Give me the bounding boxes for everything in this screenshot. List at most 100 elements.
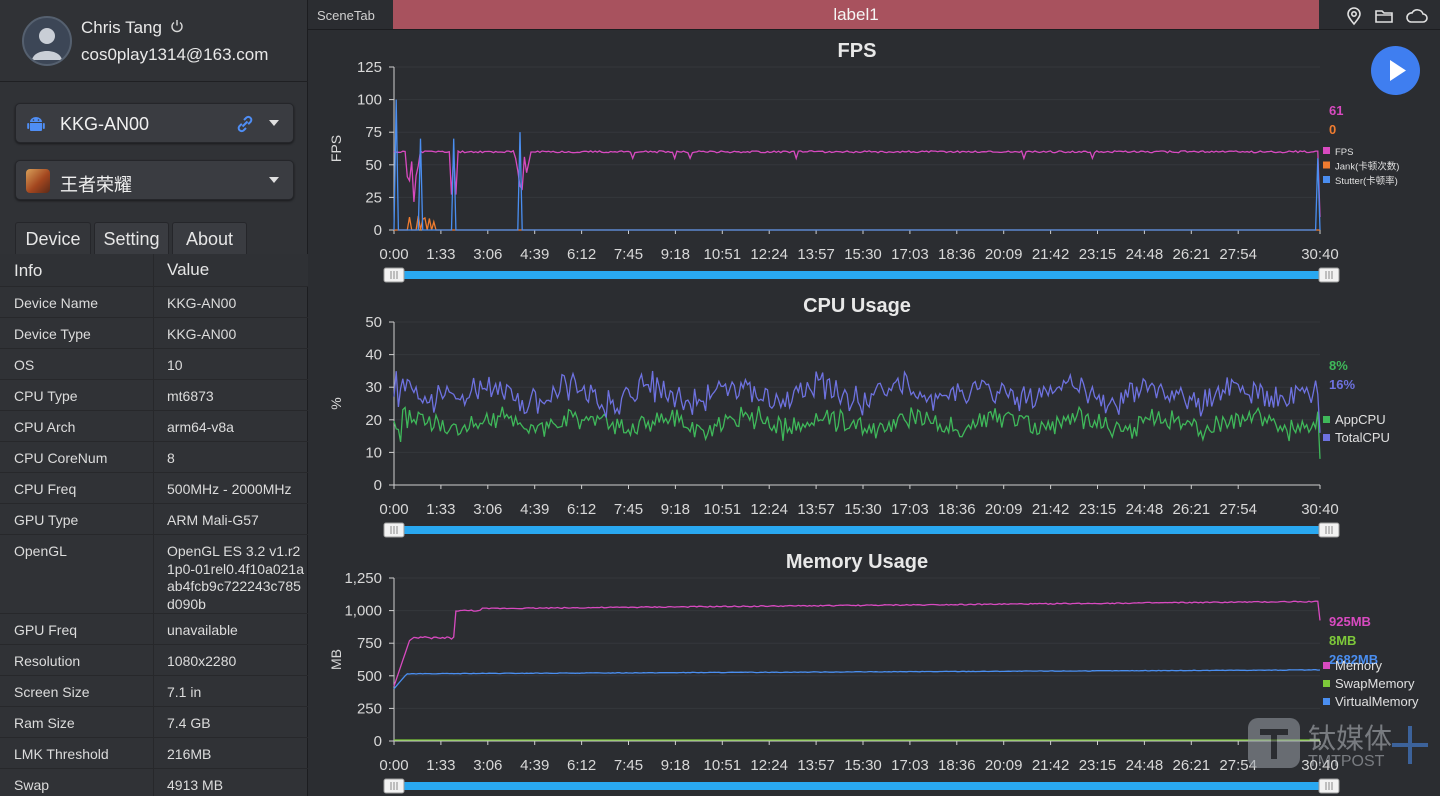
x-tick-label: 9:18 <box>661 501 690 518</box>
range-slider-track[interactable] <box>392 526 1330 534</box>
series-line-memory <box>393 600 1321 687</box>
x-tick-label: 26:21 <box>1173 757 1211 774</box>
table-row: LMK Threshold 216MB <box>0 738 308 769</box>
tab-setting[interactable]: Setting <box>94 222 169 254</box>
series-line-fps <box>393 149 1321 218</box>
legend-entry[interactable]: Stutter(卡顿率) <box>1335 175 1398 187</box>
series-line-stutter <box>393 99 1321 231</box>
x-tick-label: 27:54 <box>1219 501 1257 518</box>
current-value: 0 <box>1329 122 1336 137</box>
charts-panel: FPS FPS 0 25 50 75 100 125 0:00 1:33 3:06 4:39 6:12 7… <box>308 31 1440 796</box>
device-select[interactable]: KKG-AN00 <box>15 103 294 143</box>
current-value: 2682MB <box>1329 652 1378 667</box>
y-tick-label: 500 <box>357 668 382 685</box>
x-tick-label: 21:42 <box>1032 757 1070 774</box>
y-tick-label: 250 <box>357 700 382 717</box>
location-icon[interactable] <box>1344 6 1364 26</box>
y-tick-label: 0 <box>374 733 382 750</box>
series-line-jank <box>394 215 1320 231</box>
x-tick-label: 10:51 <box>704 501 742 518</box>
table-row: GPU Type ARM Mali-G57 <box>0 504 308 535</box>
info-key: Device Name <box>14 295 99 311</box>
x-tick-label: 21:42 <box>1032 501 1070 518</box>
chart-title: Memory Usage <box>786 551 928 573</box>
scene-label-bar[interactable]: label1 <box>393 0 1319 29</box>
legend-swatch <box>1323 161 1330 169</box>
sidebar: Chris Tang cos0play1314@163.com KKG-AN00… <box>0 0 308 796</box>
table-row: OS 10 <box>0 349 308 380</box>
x-tick-label: 18:36 <box>938 501 976 518</box>
info-key: OS <box>14 357 35 373</box>
x-tick-label: 4:39 <box>520 757 549 774</box>
power-icon[interactable] <box>170 19 184 33</box>
watermark-subtext: TMTPOST <box>1308 753 1385 770</box>
y-tick-label: 1,000 <box>344 603 382 620</box>
y-tick-label: 0 <box>374 222 382 239</box>
x-tick-label: 27:54 <box>1219 757 1257 774</box>
chart-1: CPU Usage% 0 10 20 30 40 50 0:00 1:33 3:06 4:39 6:1… <box>328 295 1390 538</box>
y-tick-label: 30 <box>365 379 382 396</box>
x-tick-label: 12:24 <box>750 246 788 263</box>
info-key: LMK Threshold <box>14 746 109 762</box>
x-tick-label: 24:48 <box>1126 501 1164 518</box>
y-tick-label: 50 <box>365 157 382 174</box>
device-select-label: KKG-AN00 <box>60 114 150 134</box>
x-tick-label: 9:18 <box>661 246 690 263</box>
legend-entry[interactable]: AppCPU <box>1335 412 1386 427</box>
game-icon <box>26 169 50 193</box>
x-tick-label: 27:54 <box>1219 246 1257 263</box>
x-tick-label: 3:06 <box>473 757 502 774</box>
x-tick-label: 21:42 <box>1032 246 1070 263</box>
table-row: GPU Freq unavailable <box>0 614 308 645</box>
link-icon[interactable] <box>235 114 255 134</box>
legend-entry[interactable]: TotalCPU <box>1335 430 1390 445</box>
tab-device[interactable]: Device <box>15 222 91 254</box>
x-tick-label: 12:24 <box>750 757 788 774</box>
range-slider-track[interactable] <box>392 271 1330 279</box>
info-key: Screen Size <box>14 684 90 700</box>
table-row: Swap 4913 MB <box>0 769 308 796</box>
user-email: cos0play1314@163.com <box>81 45 269 64</box>
user-panel: Chris Tang cos0play1314@163.com <box>0 0 308 82</box>
folder-icon[interactable] <box>1374 6 1394 26</box>
user-name: Chris Tang <box>81 18 162 37</box>
watermark-text: 钛媒体 <box>1308 723 1392 754</box>
info-value: 4913 MB <box>167 777 224 793</box>
chevron-down-icon[interactable] <box>269 120 279 126</box>
info-value: 1080x2280 <box>167 653 237 669</box>
range-slider-track[interactable] <box>392 782 1330 790</box>
x-tick-label: 7:45 <box>614 501 643 518</box>
scene-tab[interactable]: SceneTab <box>317 8 375 23</box>
app-select[interactable]: 王者荣耀 <box>15 160 294 200</box>
table-row: Screen Size 7.1 in <box>0 676 308 707</box>
chevron-down-icon[interactable] <box>269 177 279 183</box>
table-row: Resolution 1080x2280 <box>0 645 308 676</box>
tab-about[interactable]: About <box>172 222 247 254</box>
legend-entry[interactable]: Jank(卡顿次数) <box>1335 161 1399 173</box>
legend-entry[interactable]: SwapMemory <box>1335 676 1415 691</box>
info-value: OpenGL ES 3.2 v1.r21p0-01rel0.4f10a021aa… <box>167 543 305 612</box>
legend-swatch <box>1323 680 1330 687</box>
x-tick-label: 24:48 <box>1126 757 1164 774</box>
info-key: CPU Arch <box>14 419 76 435</box>
table-header: Info Value <box>0 254 308 287</box>
x-tick-label: 18:36 <box>938 246 976 263</box>
x-tick-label: 17:03 <box>891 246 929 263</box>
table-row: Device Type KKG-AN00 <box>0 318 308 349</box>
legend-entry[interactable]: FPS <box>1335 147 1353 158</box>
x-tick-label: 7:45 <box>614 757 643 774</box>
series-line-appcpu <box>393 405 1321 459</box>
avatar[interactable] <box>22 16 72 66</box>
cloud-icon[interactable] <box>1405 6 1429 26</box>
info-value: 216MB <box>167 746 212 762</box>
y-tick-label: 75 <box>365 124 382 141</box>
x-tick-label: 9:18 <box>661 757 690 774</box>
column-header-info: Info <box>14 261 43 280</box>
play-button[interactable] <box>1371 46 1420 95</box>
info-key: GPU Type <box>14 512 79 528</box>
x-tick-label: 23:15 <box>1079 501 1117 518</box>
legend-entry[interactable]: VirtualMemory <box>1335 694 1419 709</box>
legend-entry[interactable]: Memory <box>1335 658 1382 673</box>
y-tick-label: 10 <box>365 444 382 461</box>
current-value: 61 <box>1329 103 1343 118</box>
